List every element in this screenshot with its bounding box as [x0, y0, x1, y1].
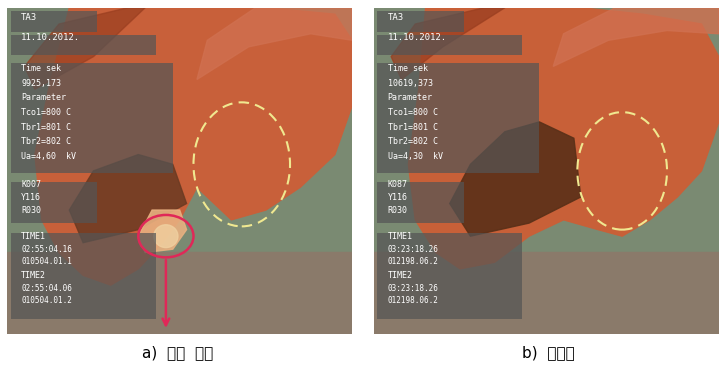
Text: 11.10.2012.: 11.10.2012.	[388, 33, 446, 42]
Text: Parameter: Parameter	[21, 93, 66, 103]
Text: 010504.01.2: 010504.01.2	[21, 296, 72, 305]
Text: K007: K007	[21, 180, 41, 189]
Text: R030: R030	[21, 206, 41, 215]
Text: TA3: TA3	[21, 13, 37, 22]
Bar	[378, 35, 522, 55]
Bar	[11, 233, 155, 319]
Polygon shape	[391, 8, 505, 79]
Bar	[7, 253, 352, 334]
Bar	[11, 63, 173, 172]
Polygon shape	[450, 122, 581, 236]
Text: TIME2: TIME2	[388, 271, 412, 280]
Text: Parameter: Parameter	[388, 93, 433, 103]
Text: Tco1=800 C: Tco1=800 C	[21, 108, 71, 117]
Text: Tbr1=801 C: Tbr1=801 C	[388, 123, 438, 132]
Bar	[11, 182, 97, 223]
Text: Ua=4,30  kV: Ua=4,30 kV	[388, 152, 443, 161]
Text: 02:55:04.06: 02:55:04.06	[21, 284, 72, 293]
Text: Y116: Y116	[388, 193, 408, 202]
Polygon shape	[35, 8, 352, 285]
Polygon shape	[408, 8, 719, 269]
Polygon shape	[70, 155, 187, 243]
Text: R030: R030	[388, 206, 408, 215]
Text: TA3: TA3	[388, 13, 404, 22]
Text: Tbr2=802 C: Tbr2=802 C	[388, 137, 438, 146]
Polygon shape	[25, 8, 145, 89]
Text: 02:55:04.16: 02:55:04.16	[21, 245, 72, 254]
Text: TIME1: TIME1	[388, 232, 412, 241]
Ellipse shape	[154, 225, 178, 248]
Polygon shape	[197, 8, 352, 79]
Text: 03:23:18.26: 03:23:18.26	[388, 245, 439, 254]
Text: K087: K087	[388, 180, 408, 189]
Text: 03:23:18.26: 03:23:18.26	[388, 284, 439, 293]
Text: 012198.06.2: 012198.06.2	[388, 296, 439, 305]
Text: Time sek: Time sek	[21, 64, 61, 73]
Polygon shape	[138, 210, 187, 253]
Text: Tbr2=802 C: Tbr2=802 C	[21, 137, 71, 146]
Polygon shape	[553, 8, 719, 66]
Text: TIME1: TIME1	[21, 232, 46, 241]
Text: Y116: Y116	[21, 193, 41, 202]
Text: Time sek: Time sek	[388, 64, 428, 73]
Bar	[378, 11, 464, 32]
Bar	[378, 233, 522, 319]
Text: Tco1=800 C: Tco1=800 C	[388, 108, 438, 117]
Bar	[11, 11, 97, 32]
Bar	[378, 63, 539, 172]
Text: a)  반응  확인: a) 반응 확인	[142, 346, 213, 361]
Text: 11.10.2012.: 11.10.2012.	[21, 33, 80, 42]
Bar	[374, 253, 719, 334]
Text: b)  미반응: b) 미반응	[522, 346, 574, 361]
Text: 9925,173: 9925,173	[21, 79, 61, 88]
Text: TIME2: TIME2	[21, 271, 46, 280]
Bar	[378, 182, 464, 223]
Text: Tbr1=801 C: Tbr1=801 C	[21, 123, 71, 132]
Text: 012198.06.2: 012198.06.2	[388, 257, 439, 266]
Text: 010504.01.1: 010504.01.1	[21, 257, 72, 266]
Text: 10619,373: 10619,373	[388, 79, 433, 88]
Text: Ua=4,60  kV: Ua=4,60 kV	[21, 152, 76, 161]
Bar	[11, 35, 155, 55]
